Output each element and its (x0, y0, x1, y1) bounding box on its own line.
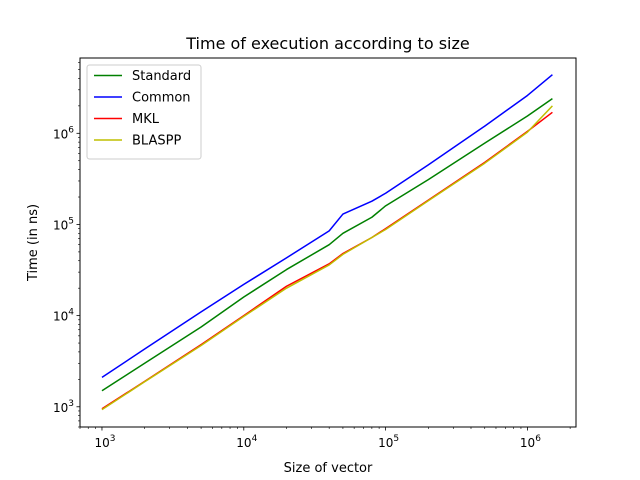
series-layer (101, 74, 553, 411)
x-axis-label: Size of vector (284, 461, 373, 476)
x-tick-label: 106 (520, 434, 541, 450)
legend-label-standard: Standard (132, 69, 191, 84)
legend-label-mkl: MKL (132, 112, 160, 127)
legend: Standard Common MKL BLASPP (86, 64, 202, 160)
series-line-common (101, 74, 553, 379)
legend-label-common: Common (132, 91, 191, 106)
chart-title: Time of execution according to size (185, 34, 469, 53)
x-tick-label: 105 (378, 434, 399, 450)
x-axis-ticks: 103 104 105 106 (79, 427, 571, 450)
plot-area (79, 57, 577, 428)
y-axis-label: Time (in ns) (26, 204, 41, 282)
legend-label-blaspp: BLASPP (132, 134, 181, 149)
y-axis-ticks: 103 104 105 106 (53, 62, 80, 428)
x-tick-label: 104 (236, 434, 257, 450)
y-tick-label: 104 (53, 308, 74, 324)
y-tick-label: 105 (53, 216, 74, 232)
x-tick-label: 103 (94, 434, 115, 450)
series-line-blaspp (101, 105, 553, 411)
legend-box (86, 64, 202, 160)
y-tick-label: 106 (53, 125, 74, 141)
y-tick-label: 103 (53, 399, 74, 415)
series-line-standard (101, 98, 553, 392)
